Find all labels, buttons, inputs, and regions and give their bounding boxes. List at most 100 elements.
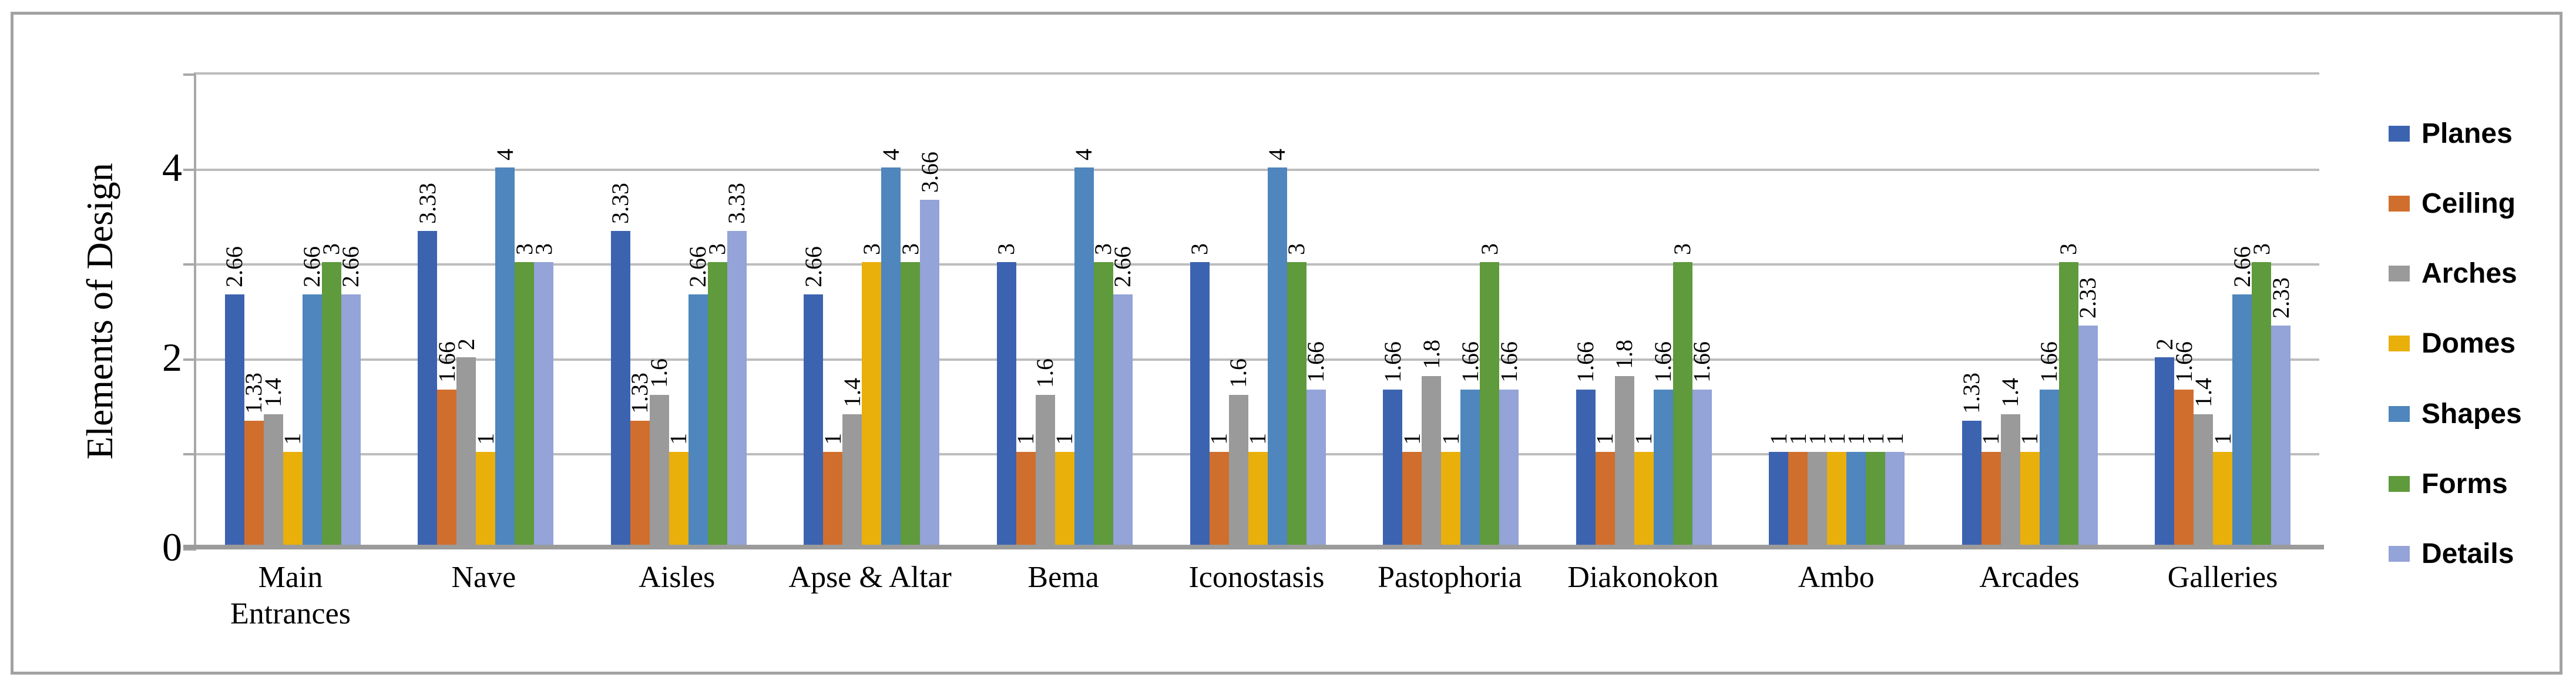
legend-swatch-details: [2389, 546, 2410, 562]
data-label: 1.4: [838, 377, 865, 407]
y-tick-label-4: 4: [162, 145, 182, 190]
legend-item-arches: Arches: [2389, 258, 2517, 289]
bar-forms-0: 3: [318, 243, 344, 547]
legend-label-domes: Domes: [2421, 328, 2516, 360]
data-label: 1: [1881, 433, 1908, 445]
data-label: 3.33: [414, 182, 441, 224]
bar-shapes-10: 2.66: [2229, 246, 2255, 547]
bar-shapes-9: 1.66: [2036, 341, 2062, 547]
y-axis-tick-mark: [183, 548, 196, 551]
category-label-bema: Bema: [1027, 561, 1099, 594]
bar-arches-1: 2: [453, 338, 479, 547]
bar-domes-8: 1: [1823, 433, 1850, 547]
bar-group-aisles: 3.33 1.33 1.6 1 2.66 3 3.33: [582, 75, 775, 547]
category-label-pastophoria: Pastophoria: [1378, 561, 1522, 594]
legend-item-planes: Planes: [2389, 118, 2513, 149]
category-label-iconostasis: Iconostasis: [1188, 561, 1325, 594]
data-label: 1: [1012, 433, 1039, 445]
bar-domes-10: 1: [2209, 433, 2236, 547]
bar-shapes-5: 4: [1264, 149, 1290, 547]
bar-details-7: 1.66: [1688, 341, 1715, 547]
bar-group-main-entrances: 2.66 1.33 1.4 1 2.66 3 2.66: [196, 75, 389, 547]
data-label: 2.66: [337, 246, 364, 288]
data-label: 1.4: [260, 377, 287, 407]
data-label: 1.66: [2036, 341, 2063, 383]
bar-shapes-1: 4: [492, 149, 518, 547]
gridline-4: [196, 168, 2319, 171]
bar-planes-1: 3.33: [414, 183, 441, 547]
bar-domes-0: 1: [279, 433, 305, 547]
bar-arches-2: 1.6: [646, 358, 672, 547]
bar-arches-9: 1.4: [1997, 378, 2023, 547]
legend-swatch-planes: [2389, 125, 2410, 142]
bar-planes-6: 1.66: [1379, 341, 1406, 547]
data-label: 1: [2016, 433, 2043, 445]
plot-area: 2.66 1.33 1.4 1 2.66 3 2.66 3.33 1.66 2 1 4 3 3 3.33 1.…: [183, 72, 2324, 551]
data-label: 1: [1244, 433, 1271, 445]
bar-domes-2: 1: [665, 433, 691, 547]
legend-label-planes: Planes: [2421, 118, 2513, 149]
bar-forms-3: 3: [897, 243, 923, 547]
data-label: 3: [1283, 243, 1309, 256]
bar-ceiling-8: 1: [1785, 433, 1811, 547]
bar-planes-3: 2.66: [800, 246, 827, 547]
data-label: 3: [704, 243, 731, 256]
data-label: 3: [896, 243, 923, 256]
data-label: 4: [491, 148, 518, 160]
bar-ceiling-10: 1.66: [2171, 341, 2197, 547]
data-label: 3: [858, 243, 885, 256]
data-label: 3.66: [916, 151, 943, 193]
x-axis-line: [183, 545, 2324, 549]
data-label: 1.66: [1495, 341, 1522, 383]
bar-ceiling-9: 1: [1977, 433, 2004, 547]
bar-group-pastophoria: 1.66 1 1.8 1 1.66 3 1.66: [1354, 75, 1547, 547]
data-label: 1.33: [1958, 373, 1985, 414]
legend-item-domes: Domes: [2389, 328, 2516, 360]
bar-planes-2: 3.33: [607, 183, 633, 547]
bar-ceiling-4: 1: [1012, 433, 1039, 547]
bar-shapes-0: 2.66: [298, 246, 325, 547]
bar-arches-8: 1: [1804, 433, 1831, 547]
bar-details-9: 2.33: [2074, 277, 2101, 547]
category-label-diakonokon: Diakonokon: [1567, 561, 1719, 594]
bar-group-galleries: 2 1.66 1.4 1 2.66 3 2.33: [2126, 75, 2319, 547]
bar-shapes-7: 1.66: [1650, 341, 1676, 547]
data-label: 1: [1630, 433, 1657, 445]
y-axis-tick-mark: [183, 263, 196, 266]
data-label: 3: [530, 243, 557, 256]
bar-planes-8: 1: [1765, 433, 1792, 547]
category-label-main-entrances: Main Entrances: [230, 561, 351, 631]
bar-planes-7: 1.66: [1572, 341, 1598, 547]
legend-swatch-domes: [2389, 336, 2410, 352]
data-label: 3: [2055, 243, 2082, 256]
bar-details-1: 3: [530, 243, 557, 547]
data-label: 2.33: [2074, 277, 2101, 319]
bar-ceiling-2: 1.33: [626, 373, 653, 547]
y-axis-tick-mark: [183, 73, 196, 76]
data-label: 2.33: [2267, 277, 2294, 319]
data-label: 1: [1205, 433, 1232, 445]
legend-item-shapes: Shapes: [2389, 398, 2522, 430]
data-label: 1.8: [1418, 340, 1445, 370]
category-label-ambo: Ambo: [1798, 561, 1875, 594]
legend-item-forms: Forms: [2389, 468, 2508, 499]
bar-forms-10: 3: [2248, 243, 2275, 547]
bar-forms-5: 3: [1283, 243, 1309, 547]
data-label: 1.66: [1572, 341, 1599, 383]
category-label-aisles: Aisles: [639, 561, 716, 594]
data-label: 3.33: [607, 182, 634, 224]
category-label-nave: Nave: [451, 561, 516, 594]
bar-details-3: 3.66: [916, 152, 943, 547]
bar-groups: 2.66 1.33 1.4 1 2.66 3 2.66 3.33 1.66 2 1 4 3 3 3.33 1.…: [196, 75, 2319, 547]
bar-arches-4: 1.6: [1032, 358, 1058, 547]
data-label: 1.66: [1379, 341, 1406, 383]
data-label: 3: [2248, 243, 2275, 256]
category-label-arcades: Arcades: [1979, 561, 2080, 594]
bar-shapes-2: 2.66: [684, 246, 711, 547]
legend-swatch-arches: [2389, 266, 2410, 282]
bar-group-nave: 3.33 1.66 2 1 4 3 3: [389, 75, 583, 547]
data-label: 1.66: [1302, 341, 1329, 383]
data-label: 4: [1070, 148, 1097, 160]
data-label: 1.6: [1225, 358, 1251, 388]
